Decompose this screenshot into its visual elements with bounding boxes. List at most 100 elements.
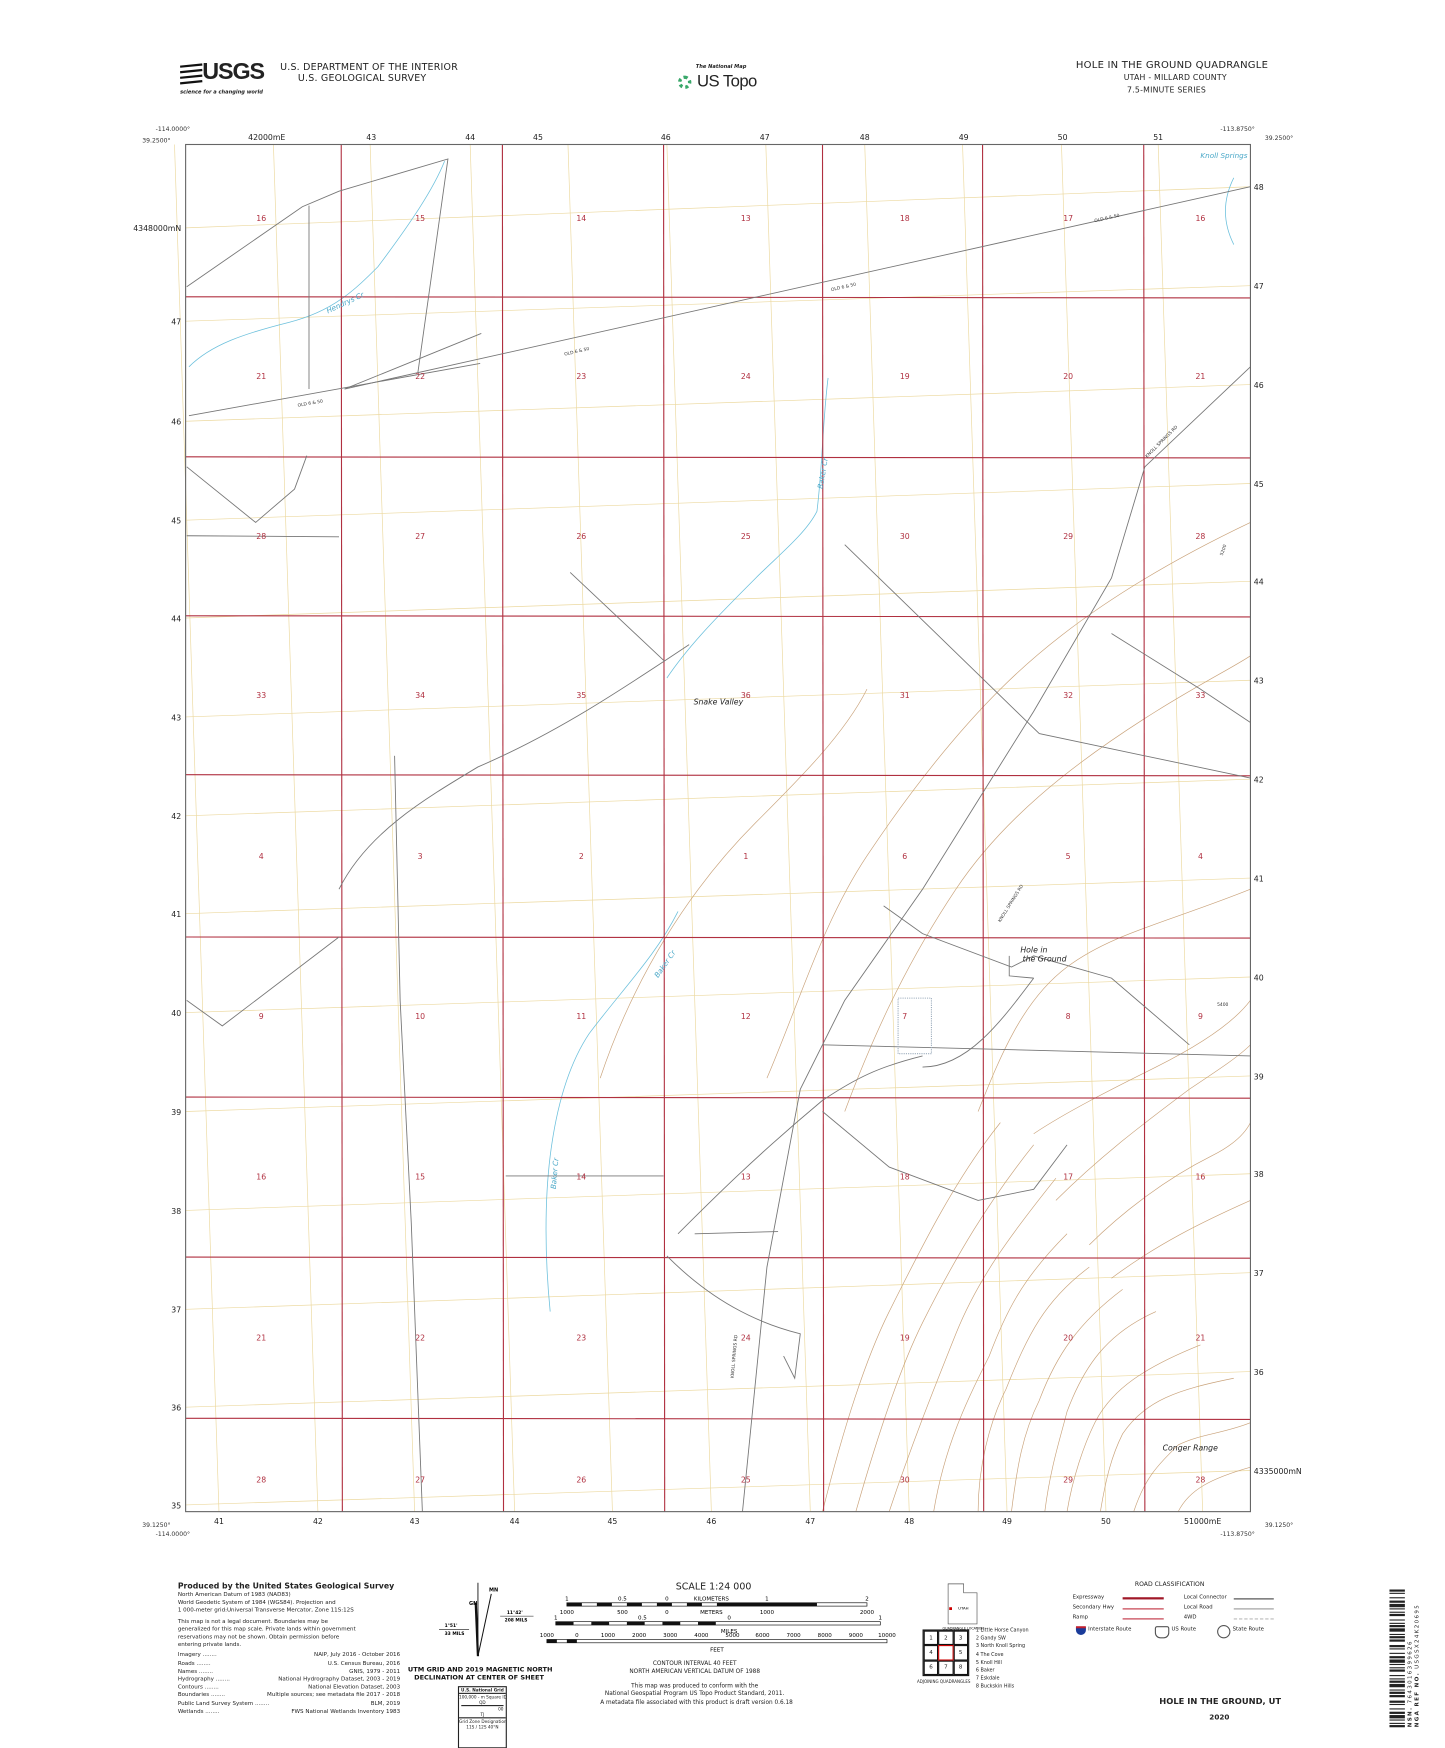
- datum-line: North American Datum of 1983 (NAD83): [177, 1591, 291, 1599]
- barcode-bar: [1389, 1703, 1405, 1706]
- mi-label: 1: [879, 1615, 883, 1621]
- utm-easting-line: [666, 144, 712, 1512]
- label-hendrys-cr: Hendrys Cr: [325, 290, 366, 316]
- grid-angle: 1°51': [445, 1623, 458, 1629]
- barcode-bar: [1389, 1597, 1405, 1599]
- section-number: 4: [259, 852, 264, 861]
- utm-tick-top: 48: [860, 133, 870, 142]
- utah-outline: [947, 1583, 978, 1625]
- utm-tick-left: 45: [171, 517, 181, 526]
- source-row: Wetlands ........ FWS National Wetlands I…: [178, 1708, 400, 1716]
- utm-northing-line: [185, 186, 1251, 229]
- section-number: 33: [256, 691, 266, 700]
- road-label-old-6-50: OLD 6 & 50: [297, 398, 323, 408]
- adjoining-cell: 5: [953, 1645, 969, 1661]
- ft-label: 7000: [787, 1633, 802, 1639]
- utm-tick-left: 44: [171, 614, 181, 623]
- contour-label: 5200: [1219, 544, 1229, 557]
- source-row: Hydrography ........ National Hydrography…: [178, 1676, 400, 1684]
- se-longitude: -113.8750°: [1220, 1530, 1254, 1538]
- section-number: 25: [741, 1476, 751, 1485]
- series: 7.5-MINUTE SERIES: [1127, 85, 1207, 95]
- utm-easting-line: [765, 144, 811, 1512]
- source-name: Hydrography ........: [177, 1676, 230, 1683]
- legend-us-route: US Route: [1171, 1627, 1196, 1633]
- ft-unit: FEET: [710, 1648, 724, 1654]
- barcode-bar: [1389, 1675, 1405, 1677]
- declination-diagram: MN GN 1°51' 33 MILS 11°42' 208 MILS: [439, 1582, 534, 1657]
- road-classification-legend: ROAD CLASSIFICATION Expressway Secondary…: [1072, 1582, 1274, 1660]
- local-road-swatch: [1233, 1608, 1274, 1610]
- section-number: 12: [741, 1012, 751, 1021]
- quad-title: HOLE IN THE GROUND QUADRANGLE: [1075, 60, 1269, 72]
- barcode-bar: [1389, 1611, 1405, 1613]
- source-value: GNIS, 1979 - 2011: [349, 1668, 401, 1675]
- gn-label: GN: [469, 1601, 477, 1607]
- section-number: 18: [900, 214, 910, 223]
- location-caption: QUADRANGLE LOCATION: [943, 1626, 985, 1630]
- road-old-6-50: [344, 186, 1251, 390]
- utm-northing-line: [185, 1272, 1251, 1310]
- scale-bar: [546, 1639, 888, 1644]
- utm-tick-right: 38: [1254, 1170, 1264, 1179]
- ft-label: 9000: [849, 1633, 864, 1639]
- adjoining-quad-name: 6 Baker: [975, 1668, 995, 1674]
- barcode-bar: [1389, 1625, 1405, 1628]
- quadrangle-location-map: UTAH QUADRANGLE LOCATION: [943, 1583, 985, 1630]
- section-number: 24: [741, 1333, 751, 1342]
- barcode-bars: [1389, 1589, 1405, 1728]
- source-row: Contours ........ National Elevation Data…: [178, 1684, 400, 1692]
- section-number: 11: [576, 1012, 586, 1021]
- zone-2: 12S: [478, 1723, 487, 1730]
- utm-tick-left: 46: [171, 418, 181, 427]
- section-number: 34: [415, 691, 425, 700]
- scale-bars: 110000.5500001100022000KILOMETERSMETERS1…: [540, 1597, 896, 1654]
- interstate-shield-icon: [1075, 1626, 1086, 1636]
- township-line: [185, 296, 1251, 299]
- legend-secondary: Secondary Hwy: [1072, 1605, 1115, 1611]
- plss-section-lines: [185, 144, 1251, 1512]
- section-number: 7: [902, 1012, 907, 1021]
- km-label: 2: [865, 1597, 869, 1603]
- ft-label: 10000: [878, 1633, 896, 1639]
- barcode-bar: [1389, 1708, 1405, 1710]
- barcode-bar: [1389, 1656, 1405, 1659]
- utm-tick-bottom: 44: [510, 1517, 520, 1526]
- section-number: 21: [1195, 1333, 1205, 1342]
- wetland-area: [897, 997, 932, 1055]
- section-number: 5: [1066, 852, 1071, 861]
- barcode-bar: [1389, 1689, 1405, 1691]
- barcode-bar: [1389, 1613, 1405, 1617]
- utm-easting-line: [1061, 144, 1107, 1512]
- section-number: 13: [741, 214, 751, 223]
- section-number: 9: [1198, 1012, 1203, 1021]
- utm-tick-bottom: 48: [904, 1517, 914, 1526]
- disclaimer-line: entering private lands.: [177, 1641, 242, 1649]
- barcode-bar: [1389, 1603, 1405, 1608]
- section-number: 20: [1063, 372, 1073, 381]
- usgs-logo: USGS science for a changing world: [179, 59, 265, 96]
- source-row: Imagery ........ NAIP, July 2016 - Octobe…: [178, 1652, 400, 1660]
- scale-segment: [566, 1602, 582, 1607]
- utm-tick-left: 4348000mN: [133, 224, 181, 233]
- datum-line: 1 000-meter grid:Universal Transverse Me…: [177, 1607, 354, 1615]
- legend-ramp: Ramp: [1072, 1615, 1089, 1621]
- utm-tick-left: 39: [171, 1108, 181, 1117]
- utm-tick-left: 43: [171, 713, 181, 722]
- utm-tick-top: 47: [760, 133, 770, 142]
- conform-line: A metadata file associated with this pro…: [600, 1699, 793, 1706]
- scale-segment: [656, 1602, 672, 1607]
- section-number: 17: [1063, 214, 1073, 223]
- township-line: [185, 1417, 1251, 1420]
- section-number: 14: [576, 1172, 586, 1181]
- utm-northing-line: [185, 877, 1251, 914]
- section-number: 32: [1063, 691, 1073, 700]
- barcode-bar: [1389, 1711, 1405, 1714]
- source-name: Contours ........: [177, 1684, 219, 1691]
- footer-year: 2020: [1209, 1712, 1230, 1722]
- sw-longitude: -114.0000°: [156, 1530, 190, 1538]
- barcode-bar: [1389, 1636, 1405, 1639]
- label-baker-cr-south: Baker Cr: [549, 1157, 561, 1190]
